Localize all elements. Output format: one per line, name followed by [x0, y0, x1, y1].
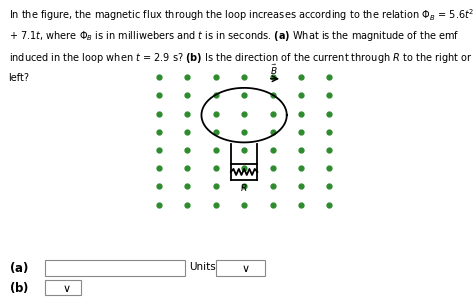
Text: ∨: ∨ — [241, 264, 250, 274]
FancyBboxPatch shape — [216, 260, 265, 276]
Text: induced in the loop when $t$ = 2.9 s? $\mathbf{(b)}$ Is the direction of the cur: induced in the loop when $t$ = 2.9 s? $\… — [9, 51, 472, 65]
FancyBboxPatch shape — [45, 260, 185, 276]
Text: In the figure, the magnetic flux through the loop increases according to the rel: In the figure, the magnetic flux through… — [9, 8, 474, 23]
Text: ∨: ∨ — [62, 284, 71, 294]
Text: $R$: $R$ — [240, 182, 248, 193]
Text: $\vec{B}$: $\vec{B}$ — [270, 63, 278, 77]
FancyBboxPatch shape — [45, 280, 81, 295]
Text: $\mathbf{(a)}$: $\mathbf{(a)}$ — [9, 260, 28, 275]
Text: Units: Units — [190, 262, 216, 272]
Text: $\mathbf{(b)}$: $\mathbf{(b)}$ — [9, 280, 29, 295]
Text: + 7.1$t$, where $\Phi_B$ is in milliwebers and $t$ is in seconds. $\mathbf{(a)}$: + 7.1$t$, where $\Phi_B$ is in milliwebe… — [9, 29, 459, 43]
Text: left?: left? — [9, 73, 29, 83]
